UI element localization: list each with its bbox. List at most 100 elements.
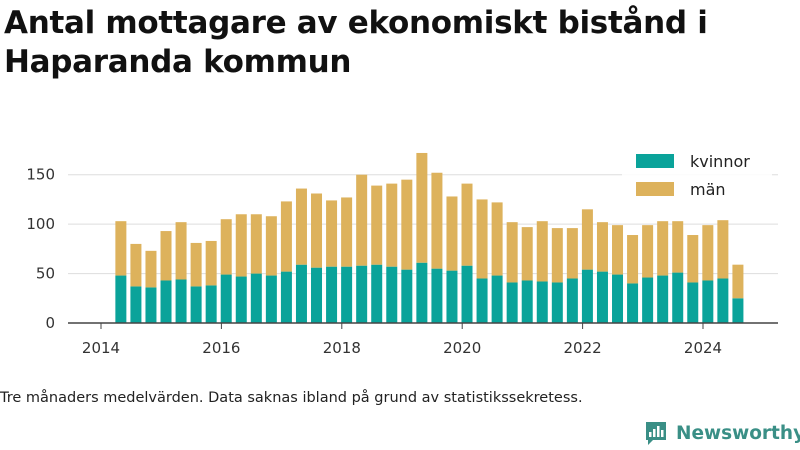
bar-man [416, 152, 428, 263]
bar-kvinnor [672, 272, 684, 323]
bar-kvinnor [551, 282, 563, 323]
bar-kvinnor [642, 277, 654, 323]
footnote: Tre månaders medelvärden. Data saknas ib… [0, 390, 583, 406]
bar-kvinnor [581, 269, 593, 323]
y-tick-label: 100 [26, 215, 55, 233]
bar-man [461, 183, 473, 266]
bar-kvinnor [596, 271, 608, 323]
bar-man [295, 188, 307, 265]
bar-man [732, 264, 744, 299]
bar-kvinnor [160, 280, 172, 323]
y-tick-label: 0 [45, 314, 55, 332]
bar-kvinnor [566, 278, 578, 323]
bar-man [627, 235, 639, 284]
y-tick-label: 50 [36, 265, 55, 283]
bar-man [190, 242, 202, 287]
bar-kvinnor [627, 283, 639, 323]
bar-kvinnor [476, 278, 488, 323]
bar-man [371, 185, 383, 265]
bar-man [566, 228, 578, 279]
bars [115, 152, 744, 323]
bar-kvinnor [416, 262, 428, 323]
newsworthy-logo-icon [646, 422, 666, 445]
bar-kvinnor [401, 269, 413, 323]
bar-kvinnor [491, 275, 503, 323]
bar-man [642, 225, 654, 278]
bar-man [491, 202, 503, 276]
bar-kvinnor [326, 266, 338, 323]
bar-man [280, 201, 292, 272]
bar-man [356, 174, 368, 266]
legend-label-kvinnor: kvinnor [690, 152, 750, 171]
bar-man [506, 222, 518, 283]
bar-man [521, 227, 533, 281]
bar-kvinnor [717, 278, 729, 323]
bar-man [581, 209, 593, 270]
bar-kvinnor [175, 279, 187, 323]
bar-kvinnor [145, 287, 157, 323]
bar-man [235, 214, 247, 277]
bar-man [160, 231, 172, 281]
bar-man [446, 196, 458, 271]
bar-kvinnor [612, 274, 624, 323]
bar-man [702, 225, 714, 281]
bar-man [115, 221, 127, 276]
bar-man [175, 222, 187, 280]
legend: kvinnor män [622, 145, 772, 210]
bar-kvinnor [250, 273, 262, 323]
bar-kvinnor [205, 285, 217, 323]
bar-man [476, 199, 488, 279]
bar-man [612, 225, 624, 275]
bar-man [551, 228, 563, 283]
bar-kvinnor [190, 286, 202, 323]
bar-man [536, 221, 548, 282]
x-tick-label: 2016 [202, 339, 240, 357]
bar-kvinnor [280, 271, 292, 323]
bar-kvinnor [115, 275, 127, 323]
bar-kvinnor [371, 264, 383, 323]
stacked-bar-chart: 0 50 100 150 2014 2016 2018 2020 2022 2024 kvinno… [26, 145, 778, 357]
bar-kvinnor [521, 280, 533, 323]
y-tick-label: 150 [26, 166, 55, 184]
bar-man [596, 222, 608, 272]
bar-kvinnor [657, 275, 669, 323]
bar-kvinnor [702, 280, 714, 323]
bar-man [130, 243, 142, 287]
bar-kvinnor [446, 270, 458, 323]
bar-kvinnor [431, 268, 443, 323]
bar-kvinnor [536, 281, 548, 323]
brand-logo[interactable]: Newsworthy [644, 418, 800, 448]
bar-kvinnor [461, 265, 473, 323]
x-tick-label: 2018 [323, 339, 361, 357]
bar-man [687, 235, 699, 283]
bar-man [717, 220, 729, 279]
bar-man [311, 193, 323, 268]
bar-kvinnor [386, 266, 398, 323]
legend-swatch-kvinnor [636, 154, 674, 168]
bar-kvinnor [130, 286, 142, 323]
bar-man [145, 250, 157, 288]
bar-kvinnor [506, 282, 518, 323]
bar-kvinnor [732, 298, 744, 323]
bar-kvinnor [220, 274, 232, 323]
bar-man [250, 214, 262, 274]
legend-swatch-man [636, 182, 674, 196]
axes: 0 50 100 150 2014 2016 2018 2020 2022 2024 [26, 166, 778, 357]
bar-kvinnor [356, 265, 368, 323]
bar-kvinnor [235, 276, 247, 323]
bar-kvinnor [341, 266, 353, 323]
bar-man [205, 240, 217, 286]
bar-kvinnor [295, 264, 307, 323]
bar-man [326, 200, 338, 267]
x-tick-label: 2024 [684, 339, 722, 357]
bar-man [401, 179, 413, 270]
bar-kvinnor [687, 282, 699, 323]
bar-man [672, 221, 684, 273]
x-tick-label: 2022 [564, 339, 602, 357]
legend-label-man: män [690, 180, 726, 199]
x-tick-label: 2020 [443, 339, 481, 357]
bar-man [657, 221, 669, 276]
x-tick-label: 2014 [82, 339, 120, 357]
bar-man [386, 183, 398, 267]
bar-man [220, 219, 232, 275]
